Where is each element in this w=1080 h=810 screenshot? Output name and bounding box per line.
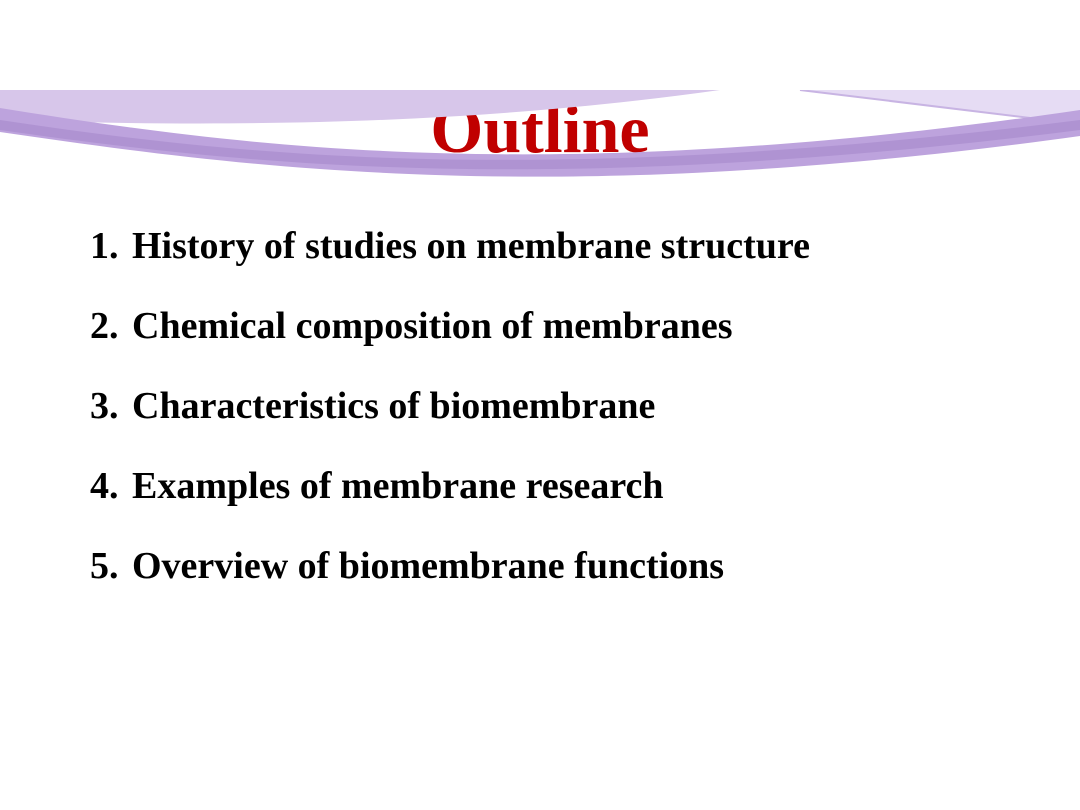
outline-item-text: Overview of biomembrane functions [132, 544, 724, 588]
outline-item: 4. Examples of membrane research [90, 464, 1000, 508]
outline-item-text: Chemical composition of membranes [132, 304, 733, 348]
outline-item-text: History of studies on membrane structure [132, 224, 810, 268]
slide-title: Outline [0, 90, 1080, 169]
outline-item-number: 2. [90, 304, 132, 348]
outline-item-number: 4. [90, 464, 132, 508]
outline-item-number: 5. [90, 544, 132, 588]
outline-item: 3. Characteristics of biomembrane [90, 384, 1000, 428]
outline-item-text: Characteristics of biomembrane [132, 384, 655, 428]
outline-item-text: Examples of membrane research [132, 464, 664, 508]
outline-item: 5. Overview of biomembrane functions [90, 544, 1000, 588]
outline-item-number: 1. [90, 224, 132, 268]
outline-item-number: 3. [90, 384, 132, 428]
outline-item: 1. History of studies on membrane struct… [90, 224, 1000, 268]
outline-list: 1. History of studies on membrane struct… [90, 224, 1000, 588]
outline-item: 2. Chemical composition of membranes [90, 304, 1000, 348]
